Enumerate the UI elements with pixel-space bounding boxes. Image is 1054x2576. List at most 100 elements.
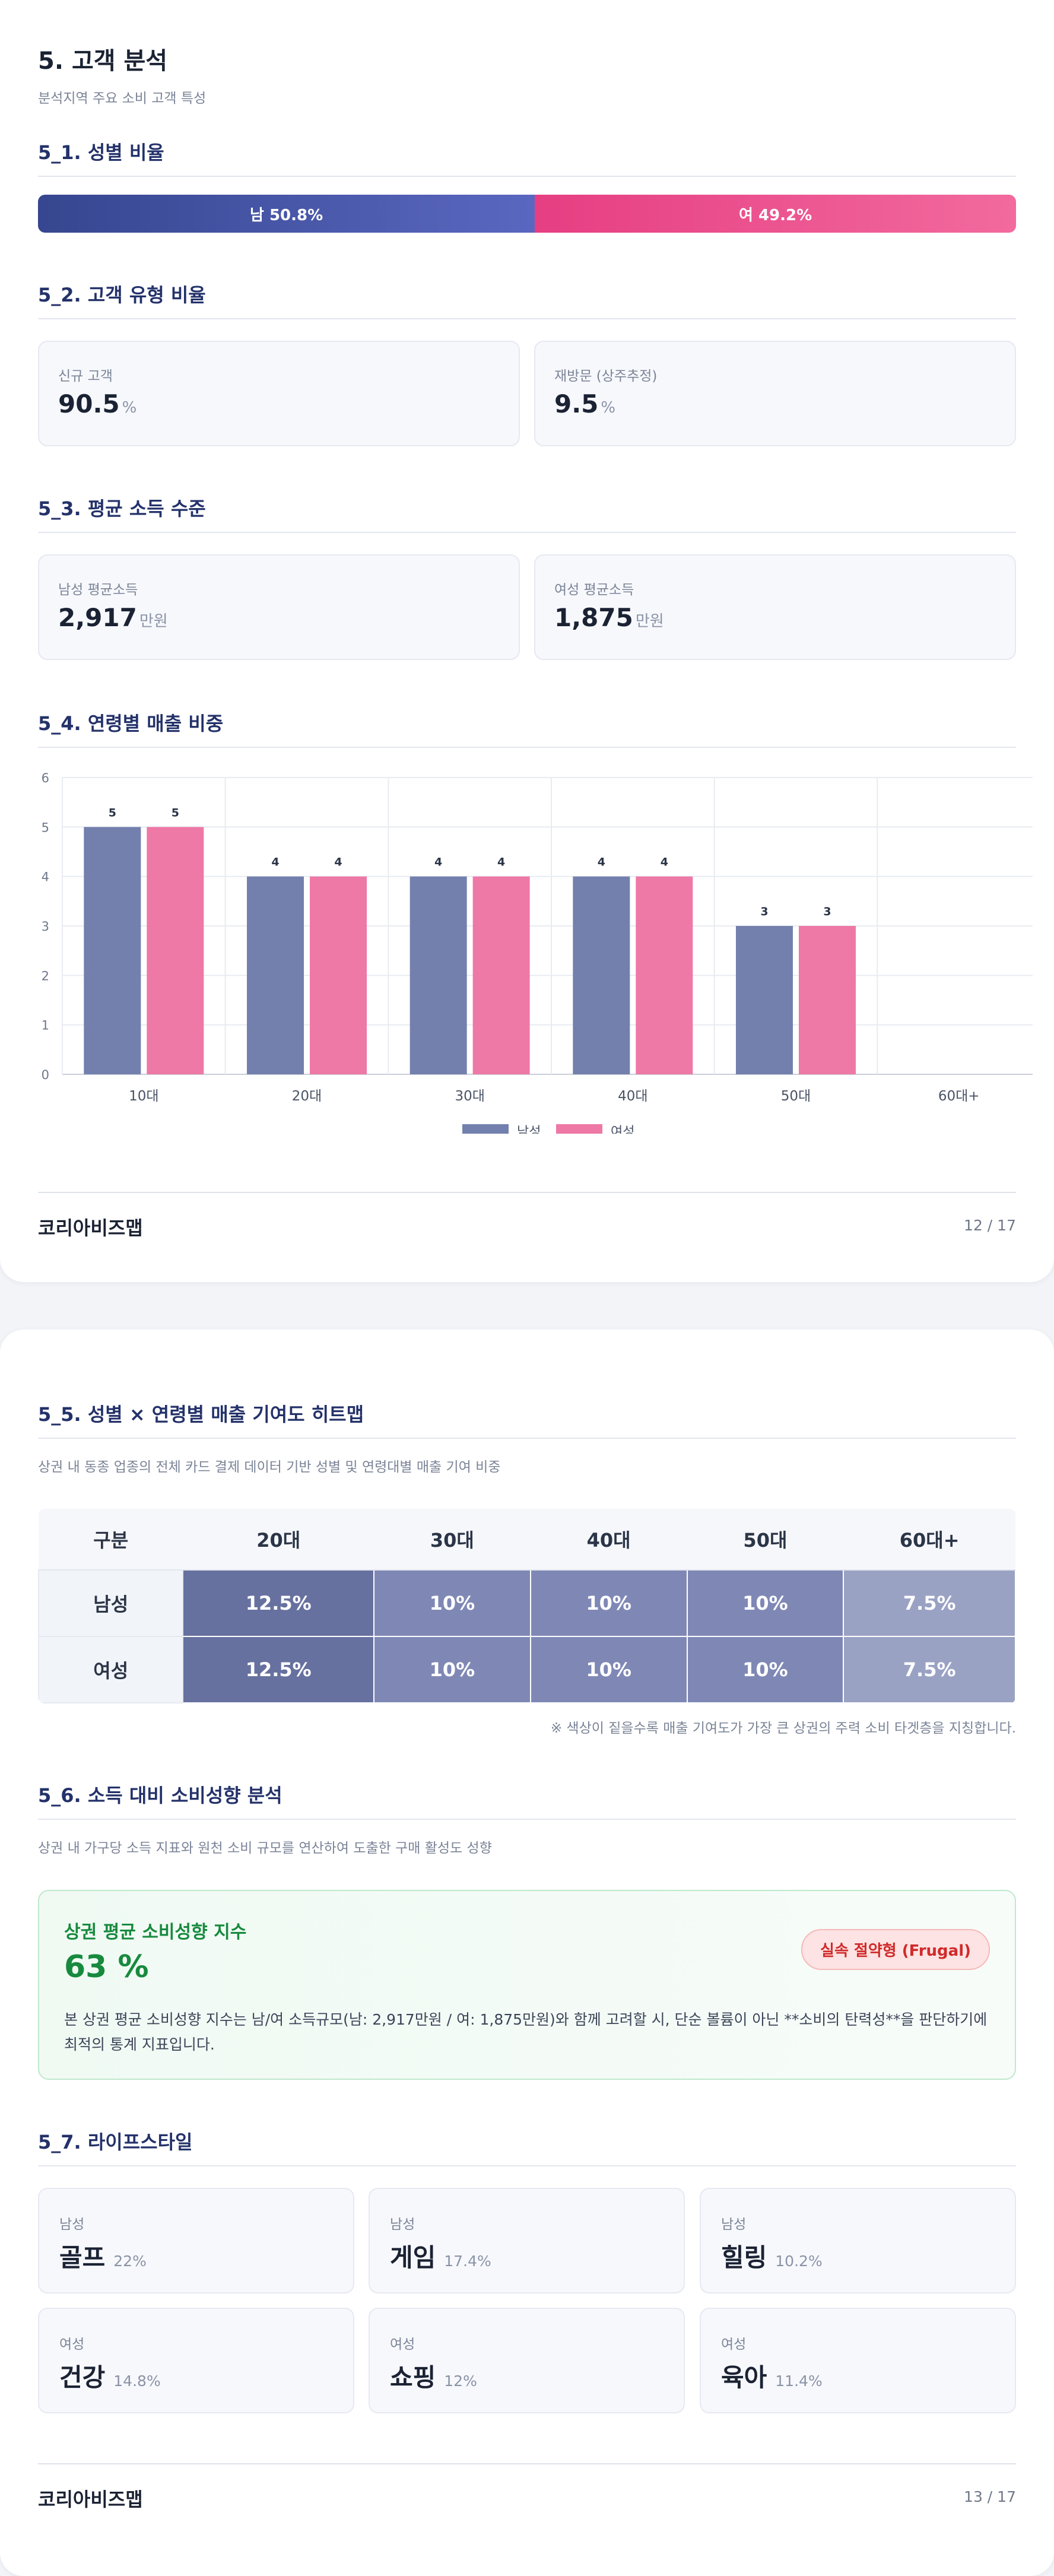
lifestyle-name: 게임 17.4% — [390, 2238, 491, 2274]
x-tick-label: 30대 — [455, 1089, 484, 1104]
lifestyle-label: 육아 — [721, 2363, 767, 2392]
lifestyle-percent: 17.4% — [444, 2253, 491, 2270]
propensity-heading: 5_6. 소득 대비 소비성향 분석 — [38, 1784, 282, 1807]
divider — [38, 2165, 1016, 2166]
divider — [38, 532, 1016, 533]
divider — [38, 747, 1016, 748]
row-header: 남성 — [38, 1569, 184, 1637]
data-label: 4 — [434, 856, 442, 869]
lifestyle-gender: 남성 — [721, 2217, 747, 2232]
x-tick-label: 60대+ — [938, 1089, 980, 1104]
divider — [38, 1819, 1016, 1820]
column-header: 30대 — [373, 1509, 531, 1571]
female-income-value: 1,875 만원 — [554, 603, 664, 632]
row-header: 여성 — [38, 1636, 184, 1703]
x-tick-label: 40대 — [618, 1089, 647, 1104]
y-tick-label: 0 — [42, 1068, 49, 1082]
heatmap-description: 상권 내 동종 업종의 전체 카드 결제 데이터 기반 성별 및 연령대별 매출… — [38, 1460, 501, 1475]
column-header: 20대 — [183, 1509, 374, 1571]
new-customer-value: 90.5% — [58, 389, 136, 418]
footer-brand: 코리아비즈맵 — [38, 1217, 143, 1239]
heatmap-note: ※ 색상이 짙을수록 매출 기여도가 가장 큰 상권의 주력 소비 타겟층을 지… — [550, 1721, 1016, 1736]
bar — [84, 827, 141, 1074]
unit: % — [601, 399, 616, 417]
lifestyle-card: 남성 게임 17.4% — [369, 2188, 685, 2293]
heatmap-cell: 7.5% — [843, 1569, 1016, 1637]
page-number: 12 / 17 — [964, 1217, 1016, 1234]
x-tick-label: 50대 — [781, 1089, 811, 1104]
heatmap-cell: 10% — [686, 1569, 845, 1637]
lifestyle-percent: 10.2% — [775, 2253, 823, 2270]
bar — [736, 926, 793, 1074]
lifestyle-label: 골프 — [59, 2243, 106, 2272]
lifestyle-gender: 여성 — [721, 2337, 747, 2352]
y-tick-label: 2 — [42, 969, 49, 983]
data-label: 5 — [172, 806, 179, 819]
report-page-12: 5. 고객 분석 분석지역 주요 소비 고객 특성 5_1. 성별 비율 남 5… — [0, 0, 1054, 1282]
bar — [147, 827, 204, 1074]
lifestyle-card: 여성 쇼핑 12% — [369, 2308, 685, 2413]
heatmap-cell: 10% — [529, 1636, 688, 1703]
lifestyle-name: 힐링 10.2% — [721, 2238, 823, 2274]
lifestyle-name: 골프 22% — [59, 2238, 147, 2274]
footer-divider — [38, 1192, 1016, 1193]
lifestyle-name: 쇼핑 12% — [390, 2358, 477, 2394]
lifestyle-label: 건강 — [59, 2363, 106, 2392]
footer-divider — [38, 2463, 1016, 2464]
bar — [409, 876, 467, 1074]
data-label: 4 — [334, 856, 342, 869]
lifestyle-card: 남성 골프 22% — [38, 2188, 354, 2293]
lifestyle-gender: 남성 — [59, 2217, 85, 2232]
age-sales-bar-chart: 0 1 2 3 4 5 6 10대 5 5 20대 4 4 30대 4 4 40대 4 4 50대 3 3 60대+ 남성 여성 — [42, 771, 1033, 1134]
column-header: 40대 — [530, 1509, 687, 1571]
legend-label: 여성 — [611, 1125, 634, 1134]
income-heading: 5_3. 평균 소득 수준 — [38, 497, 206, 520]
table-row: 여성 12.5% 10% 10% 10% 7.5% — [38, 1636, 1016, 1703]
y-tick-label: 4 — [42, 870, 49, 884]
lifestyle-percent: 22% — [113, 2253, 147, 2270]
lifestyle-name: 건강 14.8% — [59, 2358, 161, 2394]
x-tick-label: 20대 — [292, 1089, 322, 1104]
column-header: 60대+ — [843, 1509, 1015, 1571]
page-subtitle: 분석지역 주요 소비 고객 특성 — [38, 91, 207, 106]
customer-type-section: 5_2. 고객 유형 비율 — [38, 280, 1016, 319]
returning-customer-number: 9.5 — [554, 389, 599, 418]
new-customer-label: 신규 고객 — [58, 369, 113, 384]
lifestyle-gender: 남성 — [390, 2217, 415, 2232]
lifestyle-percent: 14.8% — [113, 2372, 161, 2390]
divider — [38, 1438, 1016, 1439]
bar — [636, 876, 693, 1074]
heatmap-cell: 12.5% — [182, 1569, 374, 1637]
male-income-label: 남성 평균소득 — [58, 582, 138, 598]
legend-label: 남성 — [517, 1125, 541, 1134]
column-header: 50대 — [687, 1509, 844, 1571]
heatmap-cell: 10% — [686, 1636, 845, 1703]
female-income-card: 여성 평균소득 1,875 만원 — [534, 554, 1016, 660]
section-header: 5. 고객 분석 분석지역 주요 소비 고객 특성 — [38, 42, 1016, 107]
propensity-body: 본 상권 평균 소비성향 지수는 남/여 소득규모(남: 2,917만원 / 여… — [64, 2011, 988, 2053]
male-income-value: 2,917 만원 — [58, 603, 168, 632]
data-label: 5 — [109, 806, 116, 819]
lifestyle-name: 육아 11.4% — [721, 2358, 823, 2394]
income-section: 5_3. 평균 소득 수준 — [38, 494, 1016, 533]
propensity-card: 상권 평균 소비성향 지수 63 % 실속 절약형 (Frugal) 본 상권 … — [38, 1890, 1016, 2080]
lifestyle-gender: 여성 — [59, 2337, 85, 2352]
lifestyle-section: 5_7. 라이프스타일 — [38, 2127, 1016, 2166]
returning-customer-value: 9.5% — [554, 389, 615, 418]
female-income-number: 1,875 — [554, 603, 633, 632]
lifestyle-card: 여성 육아 11.4% — [700, 2308, 1016, 2413]
page-title: 5. 고객 분석 — [38, 47, 168, 75]
divider — [38, 176, 1016, 177]
new-customer-card: 신규 고객 90.5% — [38, 341, 520, 446]
bar — [573, 876, 630, 1074]
data-label: 4 — [661, 856, 668, 869]
divider — [38, 318, 1016, 319]
data-label: 4 — [598, 856, 605, 869]
unit: % — [122, 399, 137, 417]
corner-header: 구분 — [39, 1509, 183, 1571]
data-label: 3 — [760, 905, 768, 918]
y-tick-label: 6 — [42, 771, 49, 785]
heatmap-table: 구분 20대 30대 40대 50대 60대+ 남성 12.5% 10% 10%… — [38, 1509, 1016, 1703]
heatmap-cell: 10% — [529, 1569, 688, 1637]
footer-brand: 코리아비즈맵 — [38, 2488, 143, 2511]
